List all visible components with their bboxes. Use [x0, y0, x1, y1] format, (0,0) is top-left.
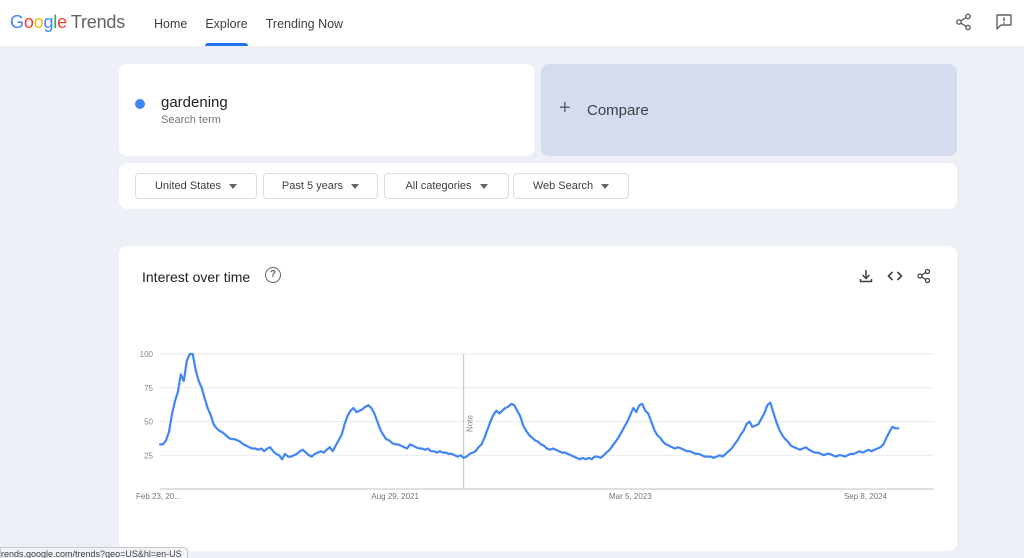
- logo-wordmark: Google: [10, 12, 67, 32]
- x-tick-label: Mar 5, 2023: [609, 492, 652, 501]
- logo-letter: o: [33, 12, 44, 32]
- filter-location-label: United States: [154, 180, 222, 192]
- dropdown-arrow-icon: [351, 183, 360, 189]
- plus-icon: +: [559, 97, 571, 119]
- filter-category[interactable]: All categories: [384, 173, 509, 199]
- y-tick-label: 75: [144, 384, 153, 393]
- filter-location[interactable]: United States: [135, 173, 257, 199]
- help-icon[interactable]: ?: [265, 267, 281, 283]
- filter-bar: United States Past 5 years All categorie…: [119, 163, 957, 209]
- logo-letter: e: [57, 12, 67, 32]
- logo-letter: g: [43, 12, 54, 32]
- chart-title: Interest over time: [142, 269, 251, 285]
- filter-time-range-label: Past 5 years: [281, 180, 344, 192]
- share-icon[interactable]: [954, 12, 974, 32]
- logo-letter: l: [53, 12, 58, 32]
- logo-letter: o: [23, 12, 34, 32]
- x-tick-label: Feb 23, 20...: [136, 492, 181, 501]
- top-bar: Google Trends Home Explore Trending Now: [0, 0, 1024, 46]
- filter-search-type[interactable]: Web Search: [513, 173, 629, 199]
- filter-category-label: All categories: [405, 180, 472, 192]
- nav-trending-now[interactable]: Trending Now: [265, 17, 344, 31]
- nav-home[interactable]: Home: [154, 17, 188, 31]
- nav-explore[interactable]: Explore: [196, 0, 256, 46]
- search-term[interactable]: gardening: [161, 94, 228, 111]
- google-trends-logo[interactable]: Google Trends: [10, 12, 125, 33]
- x-tick-label: Sep 8, 2024: [844, 492, 888, 501]
- compare-button[interactable]: + Compare: [541, 64, 957, 156]
- search-term-card[interactable]: gardening Search term: [119, 64, 534, 156]
- logo-product: Trends: [70, 12, 126, 32]
- series-line-gardening: [158, 352, 900, 461]
- series-color-dot: [135, 99, 145, 109]
- y-tick-label: 100: [140, 350, 154, 359]
- feedback-icon[interactable]: [994, 12, 1014, 32]
- dropdown-arrow-icon: [229, 183, 238, 189]
- y-tick-label: 50: [144, 418, 153, 427]
- compare-label: Compare: [587, 102, 649, 119]
- note-label: Note: [466, 415, 475, 432]
- interest-over-time-card: Interest over time ? 100 75 50 25 Note Feb 23…: [119, 246, 957, 551]
- status-bar-url: rends.google.com/trends?geo=US&hl=en-US: [0, 547, 188, 558]
- dropdown-arrow-icon: [479, 183, 488, 189]
- y-tick-label: 25: [144, 451, 153, 460]
- logo-letter: G: [10, 12, 24, 32]
- x-tick-label: Aug 29, 2021: [371, 492, 419, 501]
- download-icon[interactable]: [858, 268, 874, 284]
- embed-icon[interactable]: [887, 268, 903, 284]
- filter-search-type-label: Web Search: [532, 180, 594, 192]
- share-icon[interactable]: [916, 268, 932, 284]
- filter-time-range[interactable]: Past 5 years: [263, 173, 378, 199]
- interest-line-chart: 100 75 50 25 Note Feb 23, 20... Aug 29, 2021 Ma…: [136, 350, 934, 501]
- dropdown-arrow-icon: [601, 183, 610, 189]
- search-term-type: Search term: [161, 114, 221, 126]
- main-nav: Home Explore Trending Now: [145, 0, 352, 46]
